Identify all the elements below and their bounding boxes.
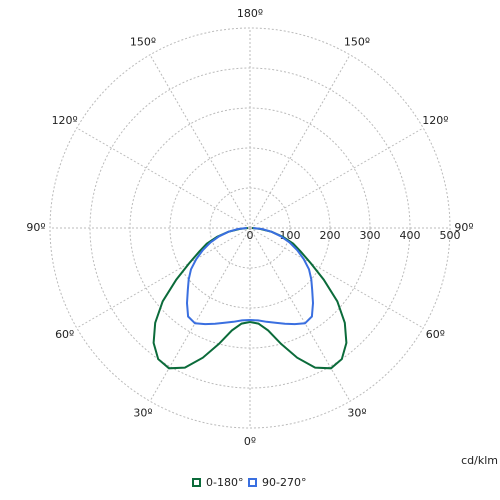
theta-tick-label: 120º	[52, 114, 78, 127]
theta-tick-label: 0º	[244, 435, 256, 448]
theta-tick-label: 90º	[26, 221, 45, 234]
legend-marker	[248, 478, 257, 487]
theta-tick-label: 60º	[55, 328, 74, 341]
grid-ring	[49, 27, 451, 429]
series-line	[152, 227, 251, 370]
r-tick-label: 0	[247, 229, 254, 242]
grid-spoke	[249, 227, 351, 402]
grid-spoke	[76, 227, 251, 329]
grid-spoke	[249, 127, 424, 229]
theta-tick-label: 30º	[133, 406, 152, 419]
r-tick-label: 500	[440, 229, 461, 242]
r-tick-label: 200	[320, 229, 341, 242]
series-line	[249, 227, 315, 326]
series-line	[185, 227, 251, 326]
grid-spoke	[76, 127, 251, 229]
legend-marker	[192, 478, 201, 487]
unit-label: cd/klm	[461, 454, 498, 467]
grid-spoke	[249, 54, 351, 229]
theta-tick-label: 180º	[237, 7, 263, 20]
grid-spoke	[149, 227, 251, 402]
theta-tick-label: 30º	[347, 406, 366, 419]
theta-tick-label: 90º	[454, 221, 473, 234]
legend-label: 0-180°	[206, 476, 243, 489]
grid-spoke	[249, 227, 424, 329]
theta-tick-label: 150º	[130, 36, 156, 49]
r-tick-label: 100	[280, 229, 301, 242]
theta-tick-label: 120º	[422, 114, 448, 127]
theta-tick-label: 60º	[426, 328, 445, 341]
grid-spoke	[149, 54, 251, 229]
legend-label: 90-270°	[262, 476, 306, 489]
r-tick-label: 300	[360, 229, 381, 242]
theta-tick-label: 150º	[344, 36, 370, 49]
r-tick-label: 400	[400, 229, 421, 242]
